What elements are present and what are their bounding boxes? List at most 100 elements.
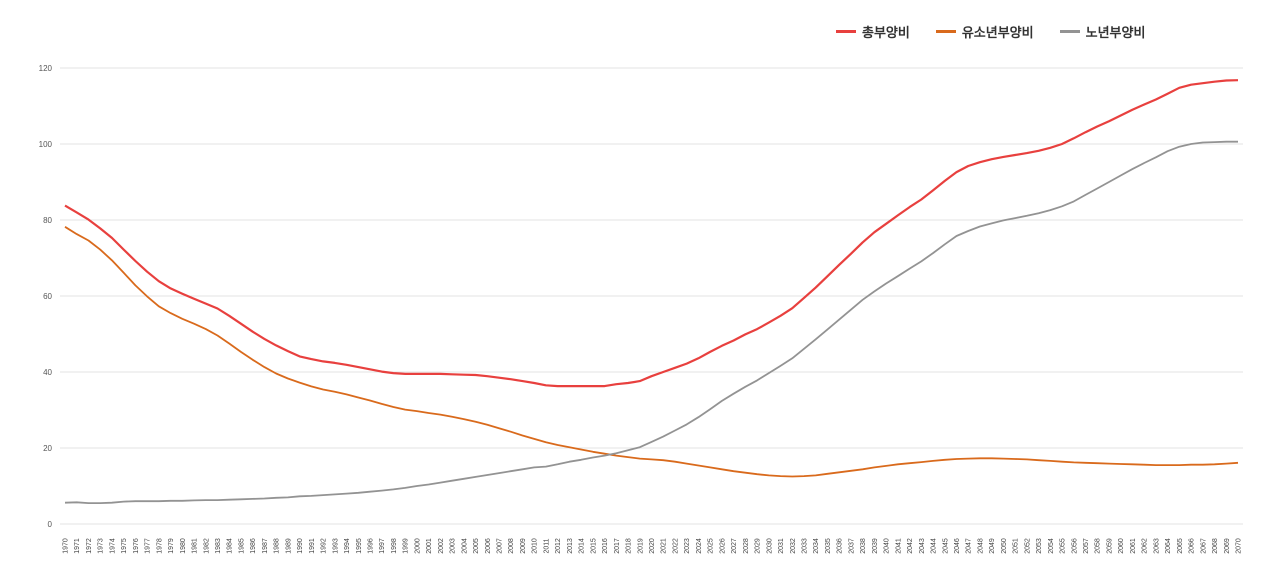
- x-tick-label: 1990: [297, 538, 304, 554]
- x-tick-label: 2056: [1071, 538, 1078, 554]
- x-tick-label: 2034: [813, 538, 820, 554]
- x-tick-label: 1975: [121, 538, 128, 554]
- legend-swatch-youth: [935, 30, 956, 33]
- x-tick-label: 2066: [1189, 538, 1196, 554]
- x-tick-label: 2019: [637, 538, 644, 554]
- x-tick-label: 2062: [1142, 538, 1149, 554]
- x-tick-label: 1981: [192, 538, 199, 554]
- x-tick-label: 2048: [977, 538, 984, 554]
- x-tick-label: 2002: [438, 538, 445, 554]
- x-tick-label: 2058: [1095, 538, 1102, 554]
- x-tick-label: 2022: [672, 538, 679, 554]
- x-tick-label: 2024: [696, 538, 703, 554]
- y-tick-label: 60: [43, 292, 52, 301]
- x-tick-label: 2041: [895, 538, 902, 554]
- x-tick-label: 2005: [473, 538, 480, 554]
- x-tick-label: 2030: [766, 538, 773, 554]
- x-tick-label: 2001: [426, 538, 433, 554]
- x-tick-label: 2013: [567, 538, 574, 554]
- legend-item-total: 총부양비: [836, 22, 910, 41]
- legend-item-elderly: 노년부양비: [1059, 22, 1146, 41]
- x-tick-label: 2039: [872, 538, 879, 554]
- x-tick-label: 2047: [966, 538, 973, 554]
- x-tick-label: 2032: [790, 538, 797, 554]
- gridlines: [60, 67, 1243, 525]
- x-tick-label: 1972: [86, 538, 93, 554]
- x-tick-label: 2031: [778, 538, 785, 554]
- x-tick-label: 1971: [74, 538, 81, 554]
- x-tick-label: 2007: [497, 538, 504, 554]
- x-tick-label: 1982: [203, 538, 210, 554]
- x-tick-label: 2064: [1165, 538, 1172, 554]
- x-tick-label: 2052: [1024, 538, 1031, 554]
- series-line-1: [64, 226, 1239, 478]
- x-tick-label: 2055: [1060, 538, 1067, 554]
- x-tick-label: 2065: [1177, 538, 1184, 554]
- series-line-0: [64, 79, 1239, 388]
- legend: 총부양비 유소년부양비 노년부양비: [836, 22, 1145, 41]
- x-tick-label: 1986: [250, 538, 257, 554]
- x-tick-label: 1997: [379, 538, 386, 554]
- x-tick-label: 2016: [602, 538, 609, 554]
- x-tick-label: 2009: [520, 538, 527, 554]
- x-tick-label: 2045: [942, 538, 949, 554]
- x-tick-label: 1979: [168, 538, 175, 554]
- x-axis-ticks: 1970 1971 1972 1973 1974 1975 1976 1977 1978 1979…: [63, 538, 1243, 554]
- x-tick-label: 2015: [590, 538, 597, 554]
- x-tick-label: 1976: [133, 538, 140, 554]
- x-tick-label: 1991: [309, 538, 316, 554]
- x-tick-label: 2011: [543, 538, 550, 553]
- x-tick-label: 2003: [450, 538, 457, 554]
- x-tick-label: 2050: [1001, 538, 1008, 554]
- x-tick-label: 2059: [1106, 538, 1113, 554]
- y-tick-label: 120: [39, 64, 53, 73]
- x-tick-label: 2068: [1212, 538, 1219, 554]
- x-tick-label: 2035: [825, 538, 832, 554]
- x-tick-label: 2014: [579, 538, 586, 554]
- x-tick-label: 2010: [532, 538, 539, 554]
- x-tick-label: 2061: [1130, 538, 1137, 554]
- series-lines: [64, 79, 1239, 504]
- x-tick-label: 1998: [391, 538, 398, 554]
- x-tick-label: 2053: [1036, 538, 1043, 554]
- x-tick-label: 2020: [649, 538, 656, 554]
- y-tick-label: 20: [43, 444, 52, 453]
- x-tick-label: 2043: [919, 538, 926, 554]
- x-tick-label: 2063: [1153, 538, 1160, 554]
- x-tick-label: 2044: [931, 538, 938, 554]
- x-tick-label: 2021: [661, 538, 668, 554]
- x-tick-label: 2067: [1200, 538, 1207, 554]
- x-tick-label: 2008: [508, 538, 515, 554]
- y-axis-ticks: 0 20 40 60 80 100 120: [39, 64, 53, 529]
- x-tick-label: 2046: [954, 538, 961, 554]
- x-tick-label: 1987: [262, 538, 269, 554]
- x-tick-label: 1970: [63, 538, 70, 554]
- x-tick-label: 1973: [98, 538, 105, 554]
- y-tick-label: 40: [43, 368, 52, 377]
- x-tick-label: 2028: [743, 538, 750, 554]
- legend-swatch-total: [836, 30, 856, 33]
- x-tick-label: 2004: [461, 538, 468, 554]
- x-tick-label: 1989: [285, 538, 292, 554]
- x-tick-label: 1994: [344, 538, 351, 554]
- x-tick-label: 1980: [180, 538, 187, 554]
- x-tick-label: 1974: [109, 538, 116, 554]
- x-tick-label: 2006: [485, 538, 492, 554]
- x-tick-label: 2036: [837, 538, 844, 554]
- x-tick-label: 2027: [731, 538, 738, 554]
- legend-item-youth: 유소년부양비: [935, 22, 1034, 41]
- x-tick-label: 2051: [1013, 538, 1020, 554]
- x-tick-label: 2057: [1083, 538, 1090, 554]
- x-tick-label: 2000: [414, 538, 421, 554]
- x-tick-label: 2026: [719, 538, 726, 554]
- legend-label-total: 총부양비: [862, 25, 910, 40]
- x-tick-label: 2054: [1048, 538, 1055, 554]
- x-tick-label: 2037: [848, 538, 855, 554]
- y-tick-label: 80: [43, 216, 52, 225]
- x-tick-label: 2038: [860, 538, 867, 554]
- x-tick-label: 1984: [227, 538, 234, 554]
- x-tick-label: 2017: [614, 538, 621, 554]
- x-tick-label: 1978: [156, 538, 163, 554]
- legend-label-elderly: 노년부양비: [1085, 25, 1146, 40]
